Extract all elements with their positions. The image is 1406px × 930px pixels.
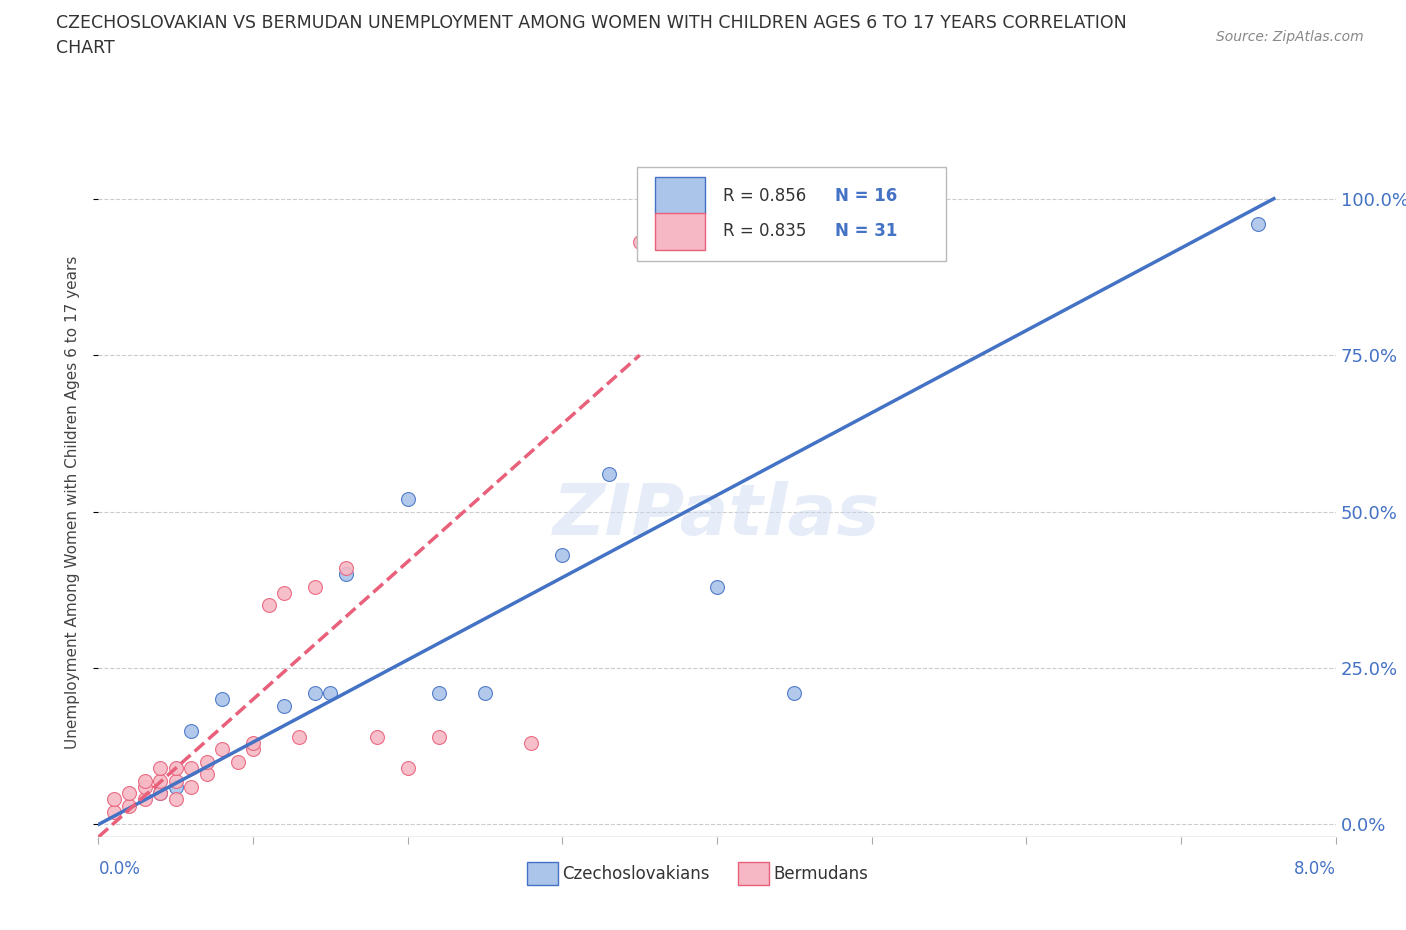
Point	[118, 798, 141, 813]
Text: R = 0.835: R = 0.835	[723, 222, 807, 240]
Point	[396, 492, 419, 507]
Point	[165, 779, 187, 794]
Point	[273, 698, 295, 713]
Point	[257, 598, 280, 613]
Point	[226, 754, 249, 769]
Point	[273, 586, 295, 601]
Text: Source: ZipAtlas.com: Source: ZipAtlas.com	[1216, 30, 1364, 44]
Point	[706, 579, 728, 594]
Text: 8.0%: 8.0%	[1294, 860, 1336, 878]
Text: Bermudans: Bermudans	[773, 865, 868, 883]
Text: 0.0%: 0.0%	[98, 860, 141, 878]
Text: R = 0.856: R = 0.856	[723, 187, 807, 205]
Point	[427, 729, 450, 744]
Point	[149, 773, 172, 788]
Point	[474, 685, 496, 700]
Text: ZIPatlas: ZIPatlas	[554, 481, 880, 550]
Point	[180, 779, 202, 794]
Point	[288, 729, 311, 744]
FancyBboxPatch shape	[637, 167, 946, 261]
Bar	[655, 213, 704, 250]
Point	[520, 736, 543, 751]
Point	[242, 736, 264, 751]
Point	[335, 561, 357, 576]
Point	[304, 579, 326, 594]
Text: CZECHOSLOVAKIAN VS BERMUDAN UNEMPLOYMENT AMONG WOMEN WITH CHILDREN AGES 6 TO 17 : CZECHOSLOVAKIAN VS BERMUDAN UNEMPLOYMENT…	[56, 14, 1128, 32]
Point	[103, 804, 125, 819]
Point	[783, 685, 806, 700]
Point	[134, 792, 156, 807]
Point	[551, 548, 574, 563]
Point	[134, 779, 156, 794]
Point	[149, 761, 172, 776]
Point	[149, 786, 172, 801]
Text: Czechoslovakians: Czechoslovakians	[562, 865, 710, 883]
Point	[195, 767, 218, 782]
Point	[165, 773, 187, 788]
Point	[211, 742, 233, 757]
Point	[118, 786, 141, 801]
Point	[427, 685, 450, 700]
Point	[211, 692, 233, 707]
Text: CHART: CHART	[56, 39, 115, 57]
Point	[1247, 217, 1270, 232]
Point	[165, 792, 187, 807]
Point	[149, 786, 172, 801]
Point	[165, 761, 187, 776]
Point	[304, 685, 326, 700]
Text: N = 16: N = 16	[835, 187, 897, 205]
Point	[319, 685, 342, 700]
Point	[628, 235, 651, 250]
Y-axis label: Unemployment Among Women with Children Ages 6 to 17 years: Unemployment Among Women with Children A…	[65, 256, 80, 749]
Bar	[655, 178, 704, 214]
Point	[396, 761, 419, 776]
Point	[366, 729, 388, 744]
Point	[103, 792, 125, 807]
Point	[180, 761, 202, 776]
Point	[598, 467, 620, 482]
Point	[242, 742, 264, 757]
Point	[134, 773, 156, 788]
Point	[195, 754, 218, 769]
Point	[335, 566, 357, 581]
Text: N = 31: N = 31	[835, 222, 897, 240]
Point	[180, 724, 202, 738]
